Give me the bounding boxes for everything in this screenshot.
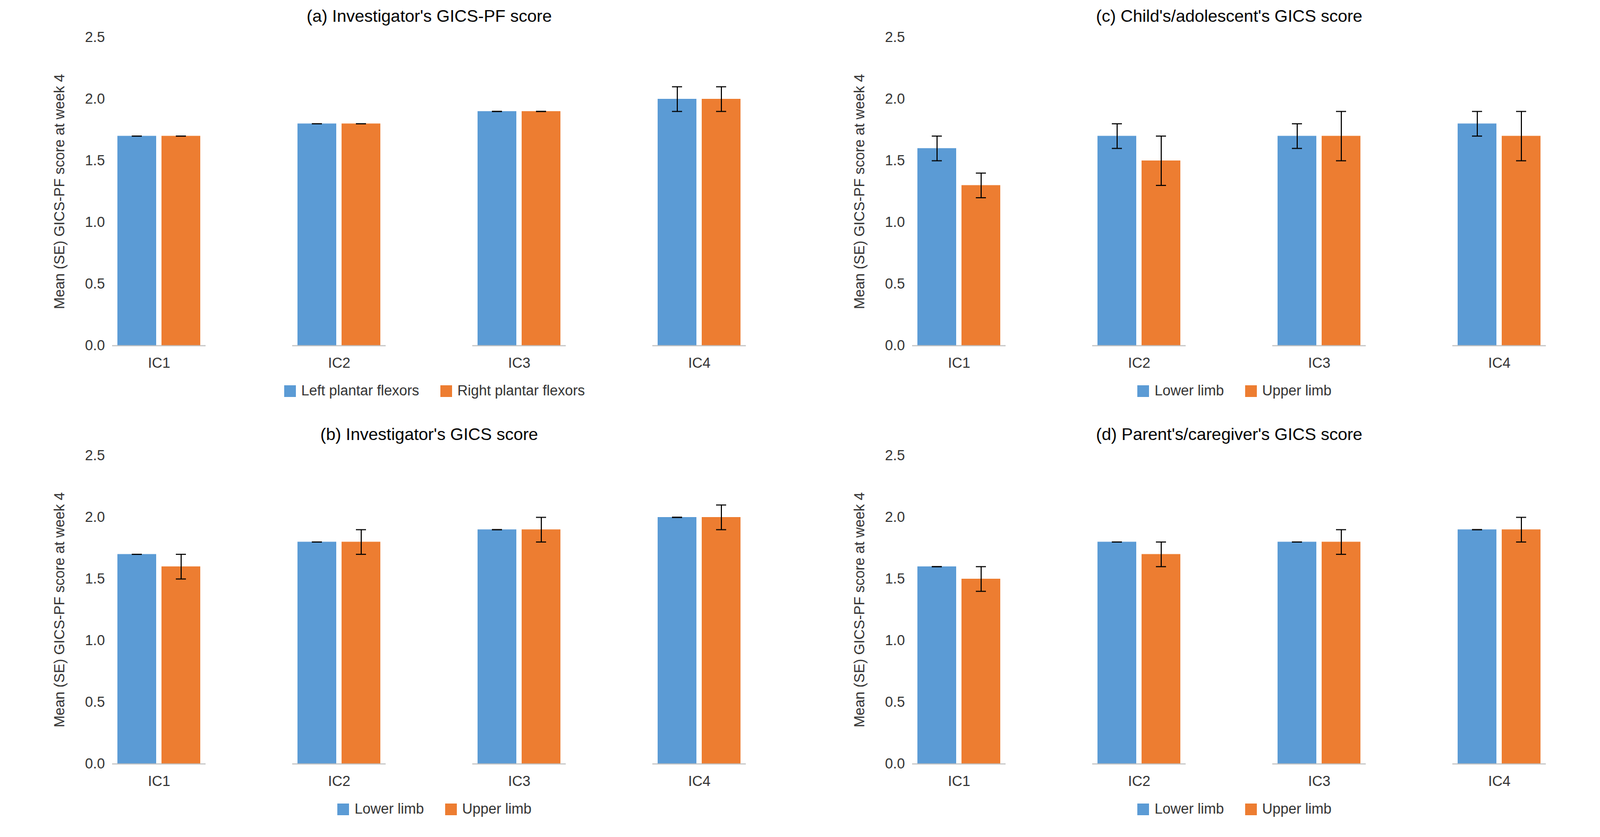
svg-text:0.0: 0.0 [884,337,906,354]
svg-text:IC4: IC4 [1487,772,1511,789]
svg-text:IC3: IC3 [507,772,531,789]
svg-text:2.0: 2.0 [884,90,906,107]
html-text:Upper limb: Upper limb [462,800,532,817]
html-text:Left plantar flexors: Left plantar flexors [301,382,420,399]
svg-text:IC2: IC2 [1127,772,1151,789]
svg-text:IC2: IC2 [1127,354,1151,371]
svg-text:IC4: IC4 [687,772,711,789]
svg-text:1.5: 1.5 [84,152,106,169]
svg-text:2.5: 2.5 [884,447,906,464]
svg-text:Mean (SE) GICS-PF score at wee: Mean (SE) GICS-PF score at week 4 [51,73,68,310]
html-text:(c) Child's/adolescent's GICS: (c) Child's/adolescent's GICS score [1096,6,1363,26]
svg-text:1.0: 1.0 [884,632,906,649]
svg-text:2.0: 2.0 [84,508,106,525]
svg-text:1.5: 1.5 [884,570,906,587]
svg-text:IC2: IC2 [327,772,351,789]
html-text:Lower limb: Lower limb [354,800,424,817]
svg-text:1.0: 1.0 [884,214,906,231]
svg-text:IC3: IC3 [1307,354,1331,371]
svg-text:IC3: IC3 [1307,772,1331,789]
svg-text:IC3: IC3 [507,354,531,371]
svg-text:IC2: IC2 [327,354,351,371]
svg-text:1.5: 1.5 [884,152,906,169]
svg-text:IC1: IC1 [147,354,170,371]
svg-text:IC4: IC4 [687,354,711,371]
svg-text:1.0: 1.0 [84,632,106,649]
svg-text:0.5: 0.5 [884,693,906,710]
html-text:Upper limb: Upper limb [1262,800,1332,817]
svg-text:0.0: 0.0 [884,755,906,772]
svg-text:2.5: 2.5 [84,447,106,464]
svg-text:0.5: 0.5 [84,275,106,292]
svg-text:1.0: 1.0 [84,214,106,231]
html-text:Right plantar flexors: Right plantar flexors [457,382,585,399]
svg-text:IC1: IC1 [147,772,170,789]
svg-text:Mean (SE) GICS-PF score at wee: Mean (SE) GICS-PF score at week 4 [851,73,868,310]
svg-text:IC1: IC1 [947,772,970,789]
svg-text:2.0: 2.0 [884,508,906,525]
html-text:(a) Investigator's GICS-PF sco: (a) Investigator's GICS-PF score [306,6,552,26]
html-text:(b) Investigator's GICS score: (b) Investigator's GICS score [320,424,539,444]
svg-text:2.5: 2.5 [84,29,106,46]
html-text:Upper limb: Upper limb [1262,382,1332,399]
svg-text:0.5: 0.5 [884,275,906,292]
svg-text:0.0: 0.0 [84,337,106,354]
svg-text:2.5: 2.5 [884,29,906,46]
svg-text:Mean (SE) GICS-PF score at wee: Mean (SE) GICS-PF score at week 4 [851,491,868,728]
html-text:(d) Parent's/caregiver's GICS: (d) Parent's/caregiver's GICS score [1096,424,1363,444]
html-text:Lower limb: Lower limb [1154,382,1224,399]
svg-text:2.0: 2.0 [84,90,106,107]
svg-text:0.5: 0.5 [84,693,106,710]
svg-text:0.0: 0.0 [84,755,106,772]
svg-text:IC1: IC1 [947,354,970,371]
svg-text:IC4: IC4 [1487,354,1511,371]
svg-text:Mean (SE) GICS-PF score at wee: Mean (SE) GICS-PF score at week 4 [51,491,68,728]
svg-text:1.5: 1.5 [84,570,106,587]
html-text:Lower limb: Lower limb [1154,800,1224,817]
